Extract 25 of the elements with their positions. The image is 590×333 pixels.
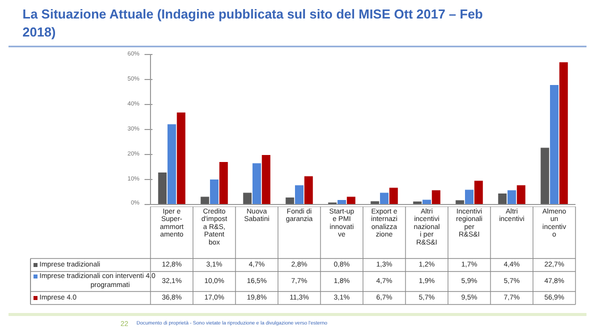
bar [559,62,568,204]
bar [508,190,516,204]
bar [346,196,356,204]
bar [158,172,167,204]
bar [262,155,270,204]
bar [550,85,558,204]
bar [200,196,210,204]
bar [176,112,186,204]
bar [168,124,176,204]
bar [380,192,388,204]
bar [295,185,304,204]
bar [210,180,218,204]
bar [540,148,550,204]
bar [219,162,228,204]
bar [286,198,294,204]
chart-title: La Situazione Attuale (Indagine pubblicata sul sito del MISE Ott 2017 – Feb 2018) [22,6,483,40]
bar [465,190,474,204]
bar [474,180,483,204]
bar [498,194,507,204]
bar [252,163,261,204]
bar [243,192,252,204]
bar [432,190,440,204]
bar [516,185,526,204]
bar [304,176,313,204]
bar [389,188,398,204]
